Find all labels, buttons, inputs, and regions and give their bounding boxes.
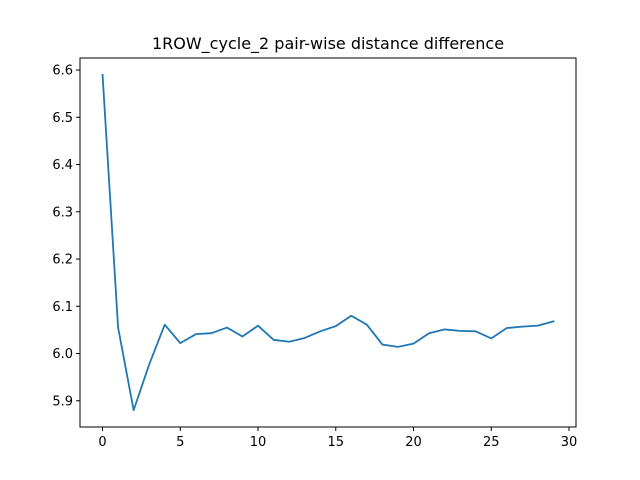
x-tick-label: 10	[250, 435, 267, 450]
series-layer	[101, 73, 555, 412]
x-tick-label: 5	[176, 435, 184, 450]
x-tick-label: 15	[328, 435, 345, 450]
x-tick-label: 30	[561, 435, 578, 450]
y-axis: 5.9 6.0 6.1 6.2 6.3 6.4 6.5 6.6	[52, 64, 80, 409]
y-tick-label: 6.1	[52, 300, 73, 315]
y-tick-label: 6.4	[52, 158, 73, 173]
y-tick-label: 6.0	[52, 347, 73, 362]
chart-title: 1ROW_cycle_2 pair-wise distance differen…	[152, 34, 504, 54]
y-tick-label: 6.3	[52, 205, 73, 220]
y-tick-label: 5.9	[52, 394, 73, 409]
y-tick-label: 6.2	[52, 253, 73, 268]
x-axis: 0 5 10 15 20 25 30	[98, 427, 577, 450]
x-tick-label: 25	[483, 435, 500, 450]
y-tick-label: 6.5	[52, 111, 73, 126]
x-tick-label: 20	[405, 435, 422, 450]
y-tick-label: 6.6	[52, 64, 73, 79]
series-line	[101, 73, 555, 412]
plot-frame	[79, 57, 577, 428]
x-tick-label: 0	[98, 435, 106, 450]
